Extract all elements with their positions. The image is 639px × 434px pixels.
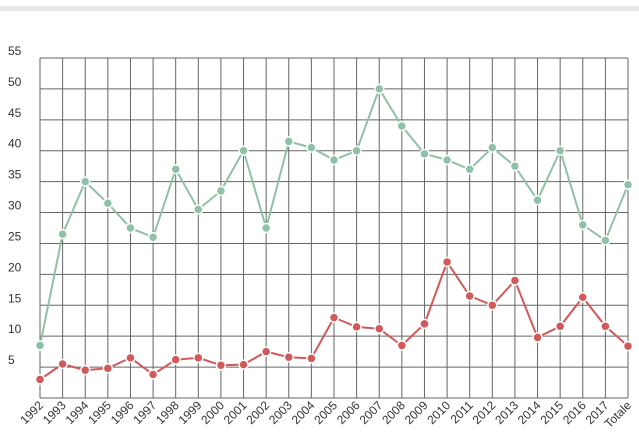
series-2-point [373, 323, 385, 335]
series-2-point [260, 346, 272, 357]
y-tick-label: 10 [8, 322, 22, 336]
series-2-point [532, 332, 543, 343]
series-1-point [351, 145, 362, 156]
series-1-point [328, 154, 340, 166]
series-1-point [464, 164, 475, 175]
series-2-point [57, 358, 68, 370]
x-tick-label: 2009 [402, 398, 431, 427]
x-tick-label: 1999 [176, 398, 205, 427]
series-1-point [509, 160, 521, 172]
series-1-point [170, 164, 181, 175]
series-2-point [215, 359, 227, 371]
y-tick-label: 55 [8, 44, 22, 58]
x-tick-label: 1993 [40, 398, 69, 427]
x-tick-label: 2001 [221, 398, 250, 427]
y-tick-label: 40 [8, 137, 22, 151]
series-1-point [57, 228, 68, 240]
series-1-point [600, 235, 611, 246]
series-2-point [328, 312, 340, 323]
series-layer [34, 83, 634, 385]
x-tick-label: 1992 [17, 398, 46, 427]
y-tick-label: 45 [8, 106, 22, 120]
x-tick-label: 2000 [198, 398, 227, 427]
series-1-point [260, 222, 272, 234]
series-1-point [554, 145, 566, 156]
x-tick-label: 2015 [537, 398, 566, 427]
x-tick-label: 2008 [379, 398, 408, 427]
series-2-point [34, 374, 46, 385]
y-tick-label: 35 [8, 168, 22, 182]
series-2-point [306, 353, 317, 364]
x-tick-label: 2002 [243, 398, 272, 427]
series-2-point [441, 256, 453, 268]
series-1-point [283, 136, 295, 147]
series-2-point [487, 300, 498, 311]
x-axis: 1992199319941995199619971998199920002001… [17, 398, 634, 431]
series-2-point [600, 321, 611, 332]
series-1-point [79, 176, 91, 187]
y-tick-label: 30 [8, 199, 22, 213]
series-2-point [283, 351, 295, 363]
x-tick-label: 2005 [311, 398, 340, 427]
x-tick-label: 2011 [448, 398, 476, 426]
series-2-point [125, 352, 136, 364]
x-tick-label: 1994 [63, 398, 92, 427]
x-tick-label: 2014 [515, 398, 544, 427]
series-1-point [487, 142, 498, 153]
x-tick-label: 2013 [492, 398, 521, 427]
series-2-point [419, 318, 430, 330]
y-axis: 5 10 15 20 25 30 35 40 45 50 55 [8, 44, 22, 367]
series-1-point [306, 142, 317, 153]
series-1-point [532, 194, 543, 206]
y-tick-label: 5 [8, 353, 15, 367]
series-1-point [622, 179, 634, 190]
x-tick-label: 1997 [130, 398, 159, 427]
x-tick-label: Totale [602, 398, 635, 431]
series-2-point [193, 352, 204, 364]
series-2-point [396, 340, 408, 351]
series-2-point [509, 275, 521, 286]
x-tick-label: 2004 [289, 398, 318, 427]
series-1-point [419, 148, 430, 160]
series-1-point [441, 154, 453, 166]
x-tick-label: 2010 [424, 398, 453, 427]
series-2-point [102, 363, 114, 374]
y-tick-label: 50 [8, 75, 22, 89]
y-tick-label: 25 [8, 229, 22, 243]
x-tick-label: 1998 [153, 398, 182, 427]
series-2-point [554, 321, 566, 332]
x-tick-label: 2003 [266, 398, 295, 427]
series-1-point [373, 83, 385, 95]
x-tick-label: 2007 [357, 398, 386, 427]
series-2-point [464, 290, 475, 302]
x-tick-label: 2012 [470, 398, 499, 427]
series-2-point [577, 291, 589, 303]
x-tick-label: 2006 [334, 398, 363, 427]
series-2-point [170, 354, 181, 365]
series-1-point [238, 145, 249, 156]
top-divider-bar [0, 6, 639, 11]
x-tick-label: 1995 [85, 398, 114, 427]
series-1-point [147, 232, 159, 243]
series-1-point [102, 198, 114, 209]
series-1-point [34, 340, 46, 351]
series-2-point [351, 321, 362, 333]
x-tick-label: 2016 [560, 398, 589, 427]
y-tick-label: 20 [8, 260, 22, 274]
y-tick-label: 15 [8, 291, 22, 305]
x-tick-label: 1996 [108, 398, 137, 427]
series-1-point [125, 222, 136, 234]
series-2-point [238, 359, 249, 370]
series-1-point [396, 120, 408, 132]
series-2-point [622, 340, 634, 352]
series-2-point [147, 369, 159, 380]
series-2-point [79, 364, 91, 376]
series-1-point [577, 219, 589, 231]
series-1-point [193, 204, 204, 215]
series-1-point [215, 185, 227, 197]
